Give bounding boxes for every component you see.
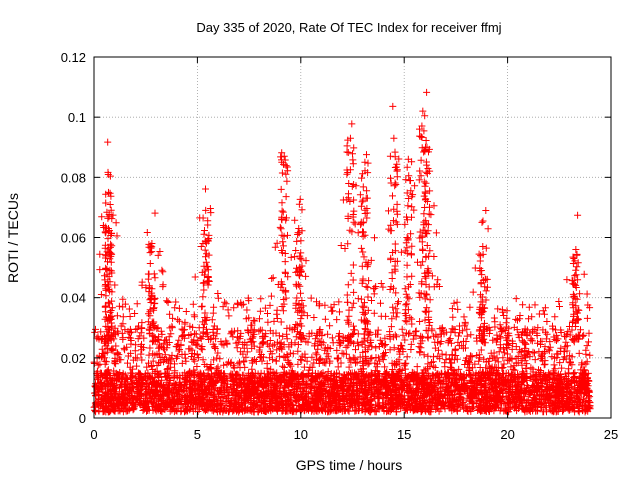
- peak-point: [419, 107, 427, 115]
- y-tick-label: 0.04: [61, 291, 86, 306]
- series-roti-markers: [90, 88, 594, 416]
- peak-point: [280, 152, 288, 160]
- x-tick-label: 15: [397, 427, 411, 442]
- peak-point: [390, 134, 398, 142]
- peak-point: [346, 134, 354, 142]
- x-tick-label: 25: [604, 427, 618, 442]
- y-axis-label: ROTI / TECUs: [5, 193, 21, 283]
- chart-title: Day 335 of 2020, Rate Of TEC Index for r…: [196, 20, 501, 35]
- y-tick-label: 0: [79, 411, 86, 426]
- peak-point: [104, 188, 112, 196]
- x-axis-label: GPS time / hours: [296, 457, 403, 473]
- y-tick-label: 0.02: [61, 351, 86, 366]
- x-tick-label: 5: [194, 427, 201, 442]
- peak-point: [148, 240, 156, 248]
- x-tick-label: 20: [500, 427, 514, 442]
- peak-point: [572, 246, 580, 254]
- y-tick-label: 0.06: [61, 231, 86, 246]
- peak-point: [361, 158, 369, 166]
- x-tick-label: 10: [294, 427, 308, 442]
- axis-ticks: 0 5 10 15 20 25 0 0.02 0.04 0.06 0.08 0.1 0.12: [61, 50, 619, 442]
- data-points: [90, 88, 594, 416]
- peak-point: [423, 143, 431, 151]
- peak-point: [295, 224, 303, 232]
- peak-point: [104, 224, 112, 232]
- peak-point: [479, 243, 487, 251]
- y-tick-label: 0.1: [68, 110, 86, 125]
- peak-point: [202, 206, 210, 214]
- y-tick-label: 0.08: [61, 170, 86, 185]
- peak-point: [404, 155, 412, 163]
- y-tick-label: 0.12: [61, 50, 86, 65]
- x-tick-label: 0: [90, 427, 97, 442]
